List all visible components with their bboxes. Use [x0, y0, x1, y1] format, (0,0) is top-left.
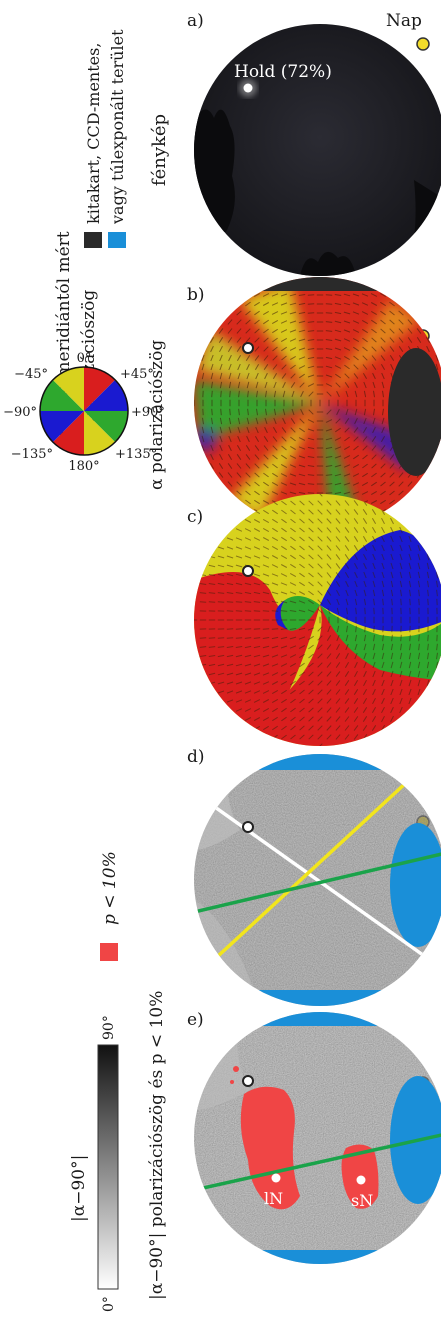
polarization-tick — [308, 295, 314, 296]
deviation-map-d — [194, 754, 441, 1006]
polarization-tick — [308, 313, 314, 314]
polarization-tick — [209, 638, 215, 639]
wheel-label-lower-left: −135° — [11, 447, 53, 462]
overexposed-strip-top-e — [194, 1012, 441, 1026]
overexposed-strip-top-d — [194, 754, 441, 770]
colorbar-title: |α−90°| — [69, 1155, 89, 1222]
moon-marker-d — [243, 822, 253, 832]
wheel-label-right: +90° — [131, 405, 165, 420]
occluded-swatch — [84, 232, 102, 248]
sun-label: Nap — [386, 11, 422, 31]
polarization-tick — [401, 599, 402, 605]
panel-e-letter: e) — [187, 1010, 204, 1030]
panel-d-letter: d) — [187, 747, 205, 767]
panel-e: e) lN sN — [187, 1010, 441, 1264]
measured-angle-map — [193, 277, 441, 529]
moon-marker-e — [243, 1076, 253, 1086]
polarization-tick — [209, 602, 215, 603]
polarization-tick — [212, 391, 213, 397]
colorbar-max-label: 90° — [101, 1015, 117, 1040]
occluded-strip-top-b — [194, 277, 441, 291]
moon-marker-a — [244, 84, 253, 93]
polarization-tick — [419, 599, 420, 605]
polarization-tick — [308, 493, 314, 494]
polarization-tick — [326, 493, 332, 494]
polarization-tick — [365, 608, 366, 614]
polarization-tick — [326, 313, 332, 314]
p-low-swatch — [100, 943, 118, 961]
polarization-tick — [227, 602, 233, 603]
panel-b-letter: b) — [187, 285, 205, 305]
model-angle-map — [191, 492, 441, 749]
deviation-label: |α−90°| polarizációszög és p < 10% — [147, 991, 167, 1300]
deviation-colorbar: |α−90°| 90° 0° — [69, 1015, 118, 1312]
polarization-tick — [221, 391, 222, 397]
polarization-tick — [365, 626, 366, 632]
polarization-tick — [236, 638, 242, 639]
overexposed-strip-bottom-d — [194, 990, 441, 1006]
polarization-tick — [374, 626, 375, 632]
polarization-tick — [326, 295, 332, 296]
wheel-label-upper-right: +45° — [120, 367, 154, 382]
wheel-label-bottom: 180° — [68, 459, 99, 474]
polarization-tick — [230, 409, 231, 415]
panel-b: b) — [187, 277, 441, 529]
polarization-tick — [410, 599, 411, 605]
moon-marker-b — [243, 343, 253, 353]
angle-color-wheel: 0° −45° +45° −90° +90° −135° +135° 180° — [3, 351, 165, 474]
neutral-point-left — [272, 1174, 281, 1183]
polarization-tick — [236, 602, 242, 603]
polarization-tick — [419, 635, 420, 641]
polarization-tick — [428, 635, 429, 641]
polarization-tick — [212, 409, 213, 415]
overexposed-strip-bottom-e — [194, 1250, 441, 1264]
neutral-right-label: sN — [351, 1191, 373, 1210]
polarization-tick — [227, 638, 233, 639]
polarization-tick — [263, 611, 269, 612]
occlusion-legend: kitakart, CCD-mentes, vagy túlexponált t… — [84, 29, 127, 248]
polarization-tick — [410, 635, 411, 641]
occluded-label-line2: vagy túlexponált terület — [108, 29, 127, 225]
occluded-label-line1: kitakart, CCD-mentes, — [84, 43, 103, 224]
deviation-map-e — [194, 1012, 441, 1264]
neutral-left-label: lN — [264, 1189, 283, 1208]
wheel-label-lower-right: +135° — [115, 447, 157, 462]
polarization-tick — [221, 409, 222, 415]
wheel-label-top: 0° — [77, 351, 92, 366]
polarization-tick — [326, 304, 332, 305]
polarization-tick — [401, 635, 402, 641]
polarization-tick — [218, 638, 224, 639]
polarization-tick — [230, 391, 231, 397]
polarization-tick — [218, 602, 224, 603]
colorbar-gradient — [98, 1045, 118, 1289]
p-legend-label: p < 10% — [100, 851, 120, 925]
neutral-point-right — [357, 1176, 366, 1185]
polarization-tick — [263, 629, 269, 630]
p-legend: p < 10% — [100, 851, 120, 961]
polarization-tick — [374, 608, 375, 614]
photo-label: fénykép — [149, 114, 170, 186]
overexposed-swatch — [108, 232, 126, 248]
polarization-tick — [308, 304, 314, 305]
sun-marker-a — [417, 38, 429, 50]
panel-c-letter: c) — [187, 507, 203, 527]
polarization-tick — [272, 629, 278, 630]
moon-label: Hold (72%) — [234, 62, 332, 82]
wheel-label-left: −90° — [3, 405, 37, 420]
panel-a: a) Nap Hold (72%) fénykép — [149, 11, 441, 276]
panel-c: c) — [187, 492, 441, 749]
colorbar-min-label: 0° — [101, 1296, 117, 1312]
panel-d: d) — [187, 747, 441, 1006]
panel-a-letter: a) — [187, 11, 204, 31]
polarization-tick — [428, 599, 429, 605]
polarization-tick — [272, 611, 278, 612]
moon-marker-c — [243, 566, 253, 576]
wheel-label-upper-left: −45° — [14, 367, 48, 382]
